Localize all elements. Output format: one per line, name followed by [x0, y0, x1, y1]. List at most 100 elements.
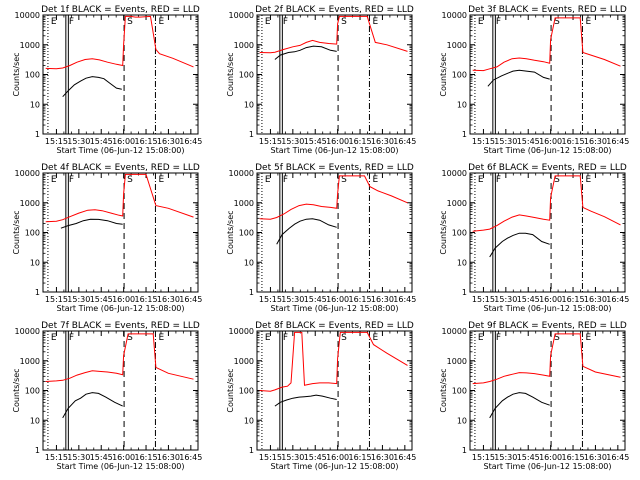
detector-panel-4: Det 4f BLACK = Events, RED = LLD 1 10 100 10… — [12, 163, 202, 313]
x-tick-label: 16:00 — [539, 295, 562, 304]
x-tick-label: 15:15 — [472, 137, 495, 146]
y-tick-label: 1000 — [447, 199, 467, 208]
y-tick-label: 10000 — [15, 169, 40, 178]
x-axis-label: Start Time (06-Jun-12 15:08:00) — [271, 146, 399, 155]
x-tick-label: 15:45 — [517, 295, 540, 304]
x-tick-label: 16:15 — [135, 137, 158, 146]
x-tick-label: 16:45 — [393, 137, 416, 146]
y-tick-label: 100 — [239, 229, 254, 238]
x-tick-label: 15:15 — [45, 295, 68, 304]
event-marker-label: E — [51, 333, 57, 343]
y-tick-label: 10000 — [442, 169, 467, 178]
event-marker-label: S — [554, 333, 560, 343]
x-tick-label: 15:15 — [259, 453, 282, 462]
panel-title: Det 1f BLACK = Events, RED = LLD — [41, 5, 200, 15]
y-axis-label: Counts/sec — [439, 368, 448, 412]
lld-series-line — [472, 175, 621, 232]
y-tick-label: 10000 — [442, 327, 467, 336]
x-tick-label: 15:30 — [281, 295, 304, 304]
y-axis-label: Counts/sec — [439, 52, 448, 96]
y-tick-label: 1 — [35, 288, 40, 297]
y-tick-label: 1 — [249, 130, 254, 139]
lld-series-line — [259, 175, 408, 220]
x-tick-label: 16:15 — [349, 453, 372, 462]
y-tick-label: 1 — [462, 288, 467, 297]
detector-panel-1: Det 1f BLACK = Events, RED = LLD 1 10 100 10… — [12, 5, 202, 155]
detector-panel-6: Det 6f BLACK = Events, RED = LLD 1 10 100 10… — [439, 163, 629, 313]
event-marker-label: S — [127, 17, 133, 27]
panel-title: Det 6f BLACK = Events, RED = LLD — [468, 163, 627, 173]
x-tick-label: 16:00 — [326, 453, 349, 462]
y-axis-label: Counts/sec — [226, 368, 235, 412]
x-tick-label: 15:30 — [67, 295, 90, 304]
x-tick-label: 16:30 — [157, 295, 180, 304]
x-tick-label: 15:45 — [304, 453, 327, 462]
events-series-line — [489, 392, 550, 419]
y-tick-label: 1000 — [20, 357, 40, 366]
lld-series-line — [259, 15, 408, 54]
y-tick-label: 100 — [239, 387, 254, 396]
x-tick-label: 16:30 — [584, 137, 607, 146]
event-marker-label: E — [265, 17, 271, 27]
event-marker-label: E — [478, 17, 484, 27]
y-tick-label: 10 — [457, 258, 467, 267]
y-tick-label: 10 — [457, 416, 467, 425]
x-tick-label: 16:30 — [371, 137, 394, 146]
events-series-line — [489, 232, 550, 258]
x-tick-label: 15:30 — [494, 137, 517, 146]
y-tick-label: 1 — [35, 130, 40, 139]
x-axis-label: Start Time (06-Jun-12 15:08:00) — [484, 146, 612, 155]
x-tick-label: 15:45 — [304, 137, 327, 146]
x-tick-label: 16:30 — [157, 453, 180, 462]
panel-title: Det 9f BLACK = Events, RED = LLD — [468, 321, 627, 331]
y-tick-label: 1000 — [234, 199, 254, 208]
event-marker-label: S — [341, 17, 347, 27]
x-tick-label: 16:45 — [606, 453, 629, 462]
y-tick-label: 1000 — [234, 357, 254, 366]
event-marker-label: E — [158, 333, 164, 343]
y-tick-label: 1000 — [234, 41, 254, 50]
y-tick-label: 10 — [244, 416, 254, 425]
x-tick-label: 16:30 — [157, 137, 180, 146]
event-marker-label: E — [265, 333, 271, 343]
y-tick-label: 10000 — [15, 327, 40, 336]
x-tick-label: 16:15 — [135, 295, 158, 304]
x-tick-label: 15:15 — [259, 137, 282, 146]
x-axis-label: Start Time (06-Jun-12 15:08:00) — [57, 146, 185, 155]
y-tick-label: 1000 — [20, 41, 40, 50]
y-tick-label: 10 — [30, 258, 40, 267]
x-axis-label: Start Time (06-Jun-12 15:08:00) — [57, 304, 185, 313]
y-axis-label: Counts/sec — [12, 210, 21, 254]
x-tick-label: 15:45 — [90, 453, 113, 462]
x-tick-label: 15:30 — [494, 453, 517, 462]
event-marker-label: S — [127, 333, 133, 343]
y-tick-label: 10000 — [229, 327, 254, 336]
panel-title: Det 8f BLACK = Events, RED = LLD — [255, 321, 414, 331]
event-marker-label: S — [554, 17, 560, 27]
event-marker-label: F — [69, 17, 74, 27]
events-series-line — [487, 69, 550, 87]
x-axis-label: Start Time (06-Jun-12 15:08:00) — [271, 462, 399, 471]
event-marker-label: E — [585, 17, 591, 27]
x-tick-label: 16:00 — [112, 295, 135, 304]
y-tick-label: 10000 — [442, 11, 467, 20]
event-marker-label: E — [51, 17, 57, 27]
events-series-line — [274, 394, 337, 407]
panel-title: Det 7f BLACK = Events, RED = LLD — [41, 321, 200, 331]
x-tick-label: 16:00 — [539, 137, 562, 146]
x-tick-label: 16:15 — [135, 453, 158, 462]
event-marker-label: E — [585, 175, 591, 185]
y-axis-label: Counts/sec — [226, 52, 235, 96]
event-marker-label: E — [158, 175, 164, 185]
y-tick-label: 1 — [249, 446, 254, 455]
panel-title: Det 5f BLACK = Events, RED = LLD — [255, 163, 414, 173]
x-tick-label: 16:00 — [326, 295, 349, 304]
x-axis-label: Start Time (06-Jun-12 15:08:00) — [57, 462, 185, 471]
x-tick-label: 16:45 — [393, 453, 416, 462]
lld-series-line — [45, 333, 194, 382]
panel-title: Det 2f BLACK = Events, RED = LLD — [255, 5, 414, 15]
x-tick-label: 15:15 — [472, 453, 495, 462]
x-tick-label: 15:15 — [259, 295, 282, 304]
y-tick-label: 10 — [30, 100, 40, 109]
x-tick-label: 15:45 — [304, 295, 327, 304]
